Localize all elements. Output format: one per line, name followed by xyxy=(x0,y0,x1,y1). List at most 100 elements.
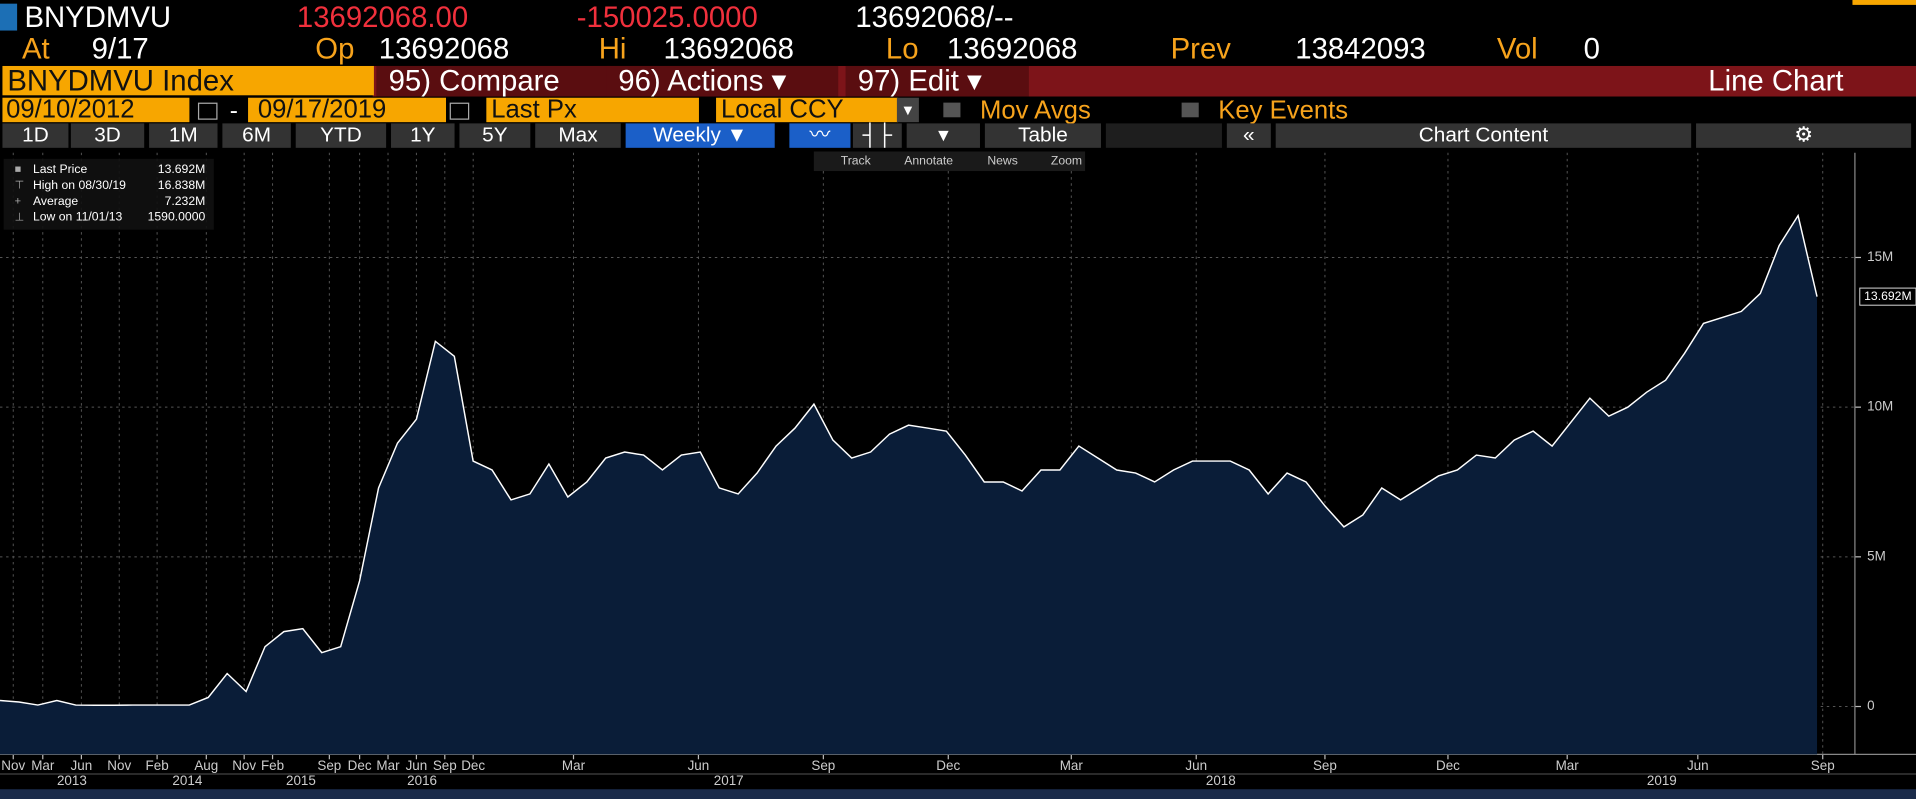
vol-label: Vol xyxy=(1496,34,1538,66)
y-tick-label: 5M xyxy=(1867,548,1886,563)
high-label: Hi xyxy=(598,34,627,66)
table-button[interactable]: Table xyxy=(984,123,1101,148)
checkbox[interactable] xyxy=(1181,102,1199,118)
toolbar-item: Annotate xyxy=(904,153,953,167)
toolbar xyxy=(813,151,1086,172)
year-label: 2013 xyxy=(57,773,87,788)
collapse-button[interactable]: « xyxy=(1226,123,1271,148)
x-tick-label: Dec xyxy=(936,758,960,773)
toolbar-item: Zoom xyxy=(1051,153,1082,167)
low: 13692068 xyxy=(947,34,1078,66)
calendar-icon[interactable] xyxy=(197,102,218,120)
chart: 0 5M 10M 15M Nov Mar Jun Nov Feb Aug Nov Feb Sep Dec M… xyxy=(0,149,1916,799)
net-change: -150025.0000 xyxy=(576,2,758,35)
bid-ask: 13692068/-- xyxy=(855,2,1014,35)
x-tick-label: Dec xyxy=(461,758,485,773)
period-button[interactable]: YTD xyxy=(295,123,387,148)
legend-label: High on 08/30/19 xyxy=(33,178,126,192)
legend-box xyxy=(3,158,214,230)
prev: 13842093 xyxy=(1295,34,1426,66)
legend-label: Last Price xyxy=(33,162,87,176)
start-date[interactable]: 09/10/2012 xyxy=(2,97,190,123)
period-button[interactable]: 6M xyxy=(222,123,291,148)
last-price-tag xyxy=(1859,287,1916,306)
legend-label: Low on 11/01/13 xyxy=(33,210,123,224)
x-tick-label: Nov xyxy=(107,758,131,773)
frequency-text: Weekly xyxy=(653,123,721,147)
x-tick-label: Jun xyxy=(688,758,710,773)
settings-button[interactable]: ⚙ xyxy=(1696,123,1912,148)
more-dropdown[interactable]: ▾ xyxy=(906,123,980,148)
open-label: Op xyxy=(315,34,355,66)
legend-label: Average xyxy=(33,194,78,208)
chart-content-button[interactable]: Chart Content xyxy=(1275,123,1692,148)
x-tick-label: Sep xyxy=(1811,758,1835,773)
checkbox[interactable] xyxy=(943,102,961,118)
year-label: 2015 xyxy=(286,773,316,788)
bottom-bar xyxy=(0,789,1916,799)
x-tick-label: Dec xyxy=(348,758,372,773)
edit-button[interactable]: 97) Edit ▾ xyxy=(845,65,1029,97)
actions-text: 96) Actions xyxy=(618,65,764,97)
period-button[interactable]: 5Y xyxy=(459,123,531,148)
line-icon[interactable]: 〰 xyxy=(789,123,851,148)
low-label: Lo xyxy=(885,34,919,66)
legend-value: 13.692M xyxy=(158,162,206,176)
prev-label: Prev xyxy=(1170,34,1231,66)
mov-avgs[interactable]: Mov Avgs xyxy=(979,96,1091,125)
security-field[interactable]: BNYDMVU Index xyxy=(2,65,374,96)
dropdown-arrow[interactable]: ▼ xyxy=(896,97,919,123)
open: 13692068 xyxy=(378,34,510,66)
x-tick-label: Sep xyxy=(811,758,835,773)
key-events[interactable]: Key Events xyxy=(1218,96,1349,125)
last-price-label: 13.692M xyxy=(1864,289,1912,303)
x-tick-label: Feb xyxy=(261,758,284,773)
badge xyxy=(0,3,18,31)
legend-icon: + xyxy=(15,195,21,207)
frequency-button[interactable]: Weekly ▼ xyxy=(625,123,775,148)
y-tick-label: 10M xyxy=(1867,399,1893,414)
currency-select[interactable]: Local CCY xyxy=(716,97,899,123)
area xyxy=(0,215,1818,755)
x-tick-label: Sep xyxy=(317,758,341,773)
end-date[interactable]: 09/17/2019 xyxy=(248,97,447,123)
period-button[interactable]: 3D xyxy=(70,123,145,148)
line xyxy=(0,213,1818,707)
vol: 0 xyxy=(1583,34,1600,66)
x-tick-label: Jun xyxy=(71,758,93,773)
x-tick-label: Sep xyxy=(1313,758,1337,773)
x-tick-label: Nov xyxy=(1,758,25,773)
actions-button[interactable]: 96) Actions ▾ xyxy=(606,65,839,97)
x-tick-label: Mar xyxy=(376,758,400,773)
edit-text: 97) Edit xyxy=(857,65,959,97)
period-button[interactable]: Max xyxy=(535,123,621,148)
corner-marker xyxy=(1852,0,1916,5)
chart-content-text: Chart Content xyxy=(1418,123,1549,147)
year-label: 2019 xyxy=(1647,773,1677,788)
compare-button[interactable]: 95) Compare xyxy=(376,65,611,97)
x-tick-label: Mar xyxy=(562,758,586,773)
high: 13692068 xyxy=(663,34,794,66)
bar-icon[interactable]: ┤├ xyxy=(852,123,902,148)
blank-field xyxy=(1105,123,1222,148)
calendar-icon[interactable] xyxy=(449,102,470,120)
x-tick-label: Dec xyxy=(1436,758,1460,773)
toolbar-item: Track xyxy=(841,153,872,167)
x-tick-label: Sep xyxy=(433,758,457,773)
period-button[interactable]: 1M xyxy=(149,123,218,148)
x-tick-label: Jun xyxy=(1687,758,1709,773)
field-select[interactable]: Last Px xyxy=(486,97,699,123)
at-date: 9/17 xyxy=(91,34,149,66)
year-label: 2016 xyxy=(407,773,437,788)
legend-icon: ⊤ xyxy=(15,180,25,192)
period-button[interactable]: 1D xyxy=(2,123,69,148)
y-tick-label: 15M xyxy=(1867,249,1893,264)
toolbar-item: News xyxy=(987,153,1018,167)
legend-icon: ■ xyxy=(15,164,22,176)
at-label: At xyxy=(21,34,50,66)
ticker: BNYDMVU xyxy=(24,2,172,35)
period-button[interactable]: 1Y xyxy=(391,123,455,148)
x-tick-label: Feb xyxy=(146,758,169,773)
x-tick-label: Mar xyxy=(1556,758,1580,773)
